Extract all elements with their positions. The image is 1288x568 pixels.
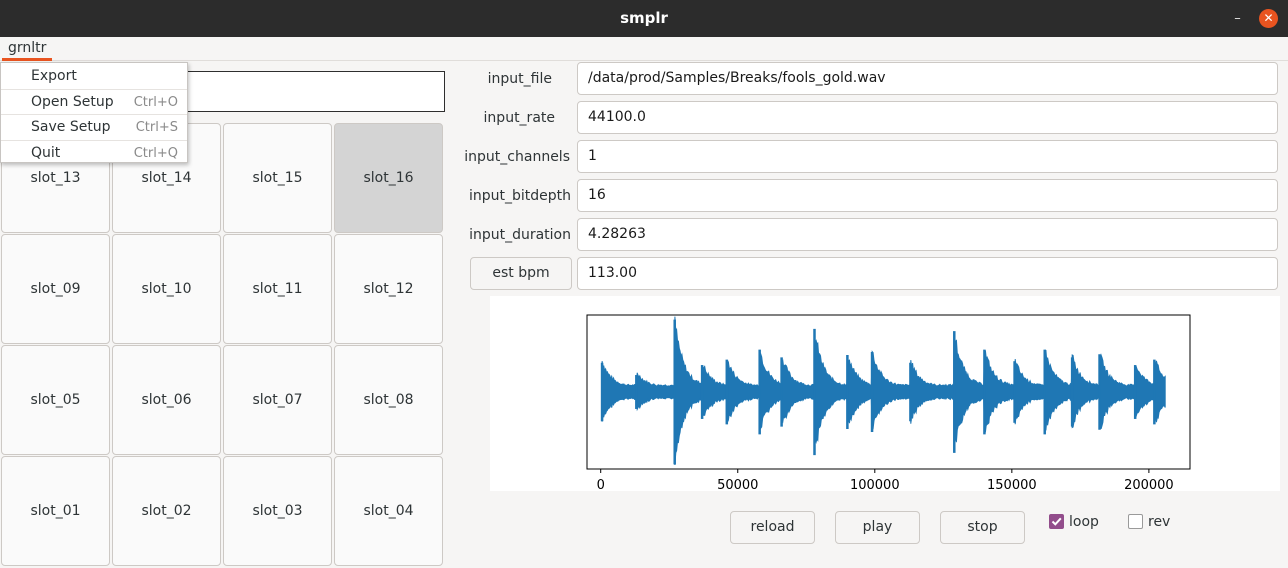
loop-label: loop [1069,514,1099,530]
menu-item-label: Export [31,68,77,84]
input-file-label: input_file [487,71,552,87]
x-tick-label: 50000 [717,478,758,491]
slot-pad-label: slot_14 [141,170,192,186]
x-tick-label: 200000 [1124,478,1174,491]
waveform-series [601,316,1166,466]
plot-frame [586,314,1191,470]
slot-pad-09[interactable]: slot_09 [1,234,110,344]
slot-pad-08[interactable]: slot_08 [334,345,443,455]
slot-pad-03[interactable]: slot_03 [223,456,332,566]
slot-pad-12[interactable]: slot_12 [334,234,443,344]
slot-pad-10[interactable]: slot_10 [112,234,221,344]
slot-pad-label: slot_15 [252,170,303,186]
slot-pad-07[interactable]: slot_07 [223,345,332,455]
slot-name-input[interactable] [185,71,445,112]
menu-item-save-setup[interactable]: Save Setup Ctrl+S [1,115,187,140]
slot-pad-02[interactable]: slot_02 [112,456,221,566]
rev-label: rev [1148,514,1171,530]
file-dropdown-menu: Export Open Setup Ctrl+O Save Setup Ctrl… [0,62,188,163]
waveform-plot: 0 50000 100000 150000 200000 [490,296,1280,493]
stop-button[interactable]: stop [940,511,1025,544]
input-duration-field[interactable]: 4.28263 [577,218,1278,251]
x-tick-label: 150000 [987,478,1037,491]
input-rate-label: input_rate [483,110,555,126]
check-icon [1051,517,1062,526]
input-channels-field[interactable]: 1 [577,140,1278,173]
slot-pad-label: slot_03 [252,503,303,519]
menu-separator [1,89,187,90]
x-tick-label: 0 [597,478,605,491]
reload-button[interactable]: reload [730,511,815,544]
slot-pad-label: slot_01 [30,503,81,519]
slot-pad-04[interactable]: slot_04 [334,456,443,566]
rev-checkbox[interactable] [1128,514,1143,529]
slot-pad-15[interactable]: slot_15 [223,123,332,233]
menu-separator [1,114,187,115]
menu-bar: grnltr [0,37,1288,61]
slot-pad-label: slot_12 [363,281,414,297]
x-tick-label: 100000 [850,478,900,491]
close-icon[interactable]: ✕ [1259,9,1278,28]
menu-item-shortcut: Ctrl+S [135,120,178,135]
slot-pad-label: slot_02 [141,503,192,519]
slot-pad-label: slot_08 [363,392,414,408]
menu-item-quit[interactable]: Quit Ctrl+Q [1,141,187,166]
slot-pad-label: slot_06 [141,392,192,408]
title-bar: smplr – ✕ [0,0,1288,37]
slot-pad-01[interactable]: slot_01 [1,456,110,566]
window-title: smplr [620,9,668,27]
menu-item-shortcut: Ctrl+O [133,95,178,110]
slot-pad-label: slot_04 [363,503,414,519]
menu-item-open-setup[interactable]: Open Setup Ctrl+O [1,90,187,115]
loop-checkbox[interactable] [1049,514,1064,529]
slot-pad-06[interactable]: slot_06 [112,345,221,455]
slot-pad-11[interactable]: slot_11 [223,234,332,344]
slot-pad-label: slot_09 [30,281,81,297]
input-duration-label: input_duration [469,227,571,243]
input-bitdepth-label: input_bitdepth [468,188,571,204]
menu-item-label: Save Setup [31,119,111,135]
slot-pad-label: slot_11 [252,281,303,297]
input-bitdepth-field[interactable]: 16 [577,179,1278,212]
slot-pad-label: slot_05 [30,392,81,408]
menu-grnltr[interactable]: grnltr [2,37,53,61]
slot-pad-label: slot_16 [363,170,414,186]
menu-item-shortcut: Ctrl+Q [133,146,178,161]
minimize-icon[interactable]: – [1234,11,1241,26]
menu-item-label: Quit [31,145,61,161]
est-bpm-field[interactable]: 113.00 [577,257,1278,290]
slot-pad-16[interactable]: slot_16 [334,123,443,233]
slot-pad-label: slot_13 [30,170,81,186]
waveform-chart: 0 50000 100000 150000 200000 [586,314,1191,493]
est-bpm-button[interactable]: est bpm [470,257,572,290]
slot-pad-label: slot_10 [141,281,192,297]
menu-item-label: Open Setup [31,94,114,110]
input-channels-label: input_channels [464,149,570,165]
menu-item-export[interactable]: Export [1,64,187,89]
input-rate-field[interactable]: 44100.0 [577,101,1278,134]
input-file-field[interactable]: /data/prod/Samples/Breaks/fools_gold.wav [577,62,1278,95]
menu-separator [1,140,187,141]
play-button[interactable]: play [835,511,920,544]
slot-pad-05[interactable]: slot_05 [1,345,110,455]
slot-pad-label: slot_07 [252,392,303,408]
